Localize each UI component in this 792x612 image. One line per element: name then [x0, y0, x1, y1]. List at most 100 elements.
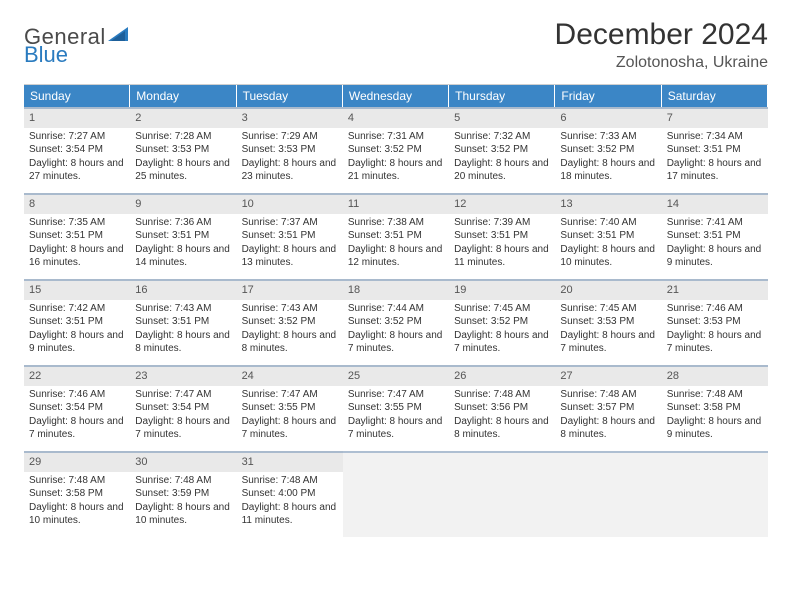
sunset-line: Sunset: 3:51 PM	[667, 143, 763, 157]
calendar-cell	[449, 451, 555, 537]
sunrise-line: Sunrise: 7:41 AM	[667, 216, 763, 230]
sunset-line: Sunset: 3:56 PM	[454, 401, 550, 415]
daylight-line: Daylight: 8 hours and 7 minutes.	[667, 329, 763, 356]
sunrise-line: Sunrise: 7:33 AM	[560, 130, 656, 144]
sunrise-line: Sunrise: 7:32 AM	[454, 130, 550, 144]
daylight-line: Daylight: 8 hours and 12 minutes.	[348, 243, 444, 270]
day-number: 11	[343, 193, 449, 214]
sunrise-line: Sunrise: 7:28 AM	[135, 130, 231, 144]
daylight-line: Daylight: 8 hours and 16 minutes.	[29, 243, 125, 270]
sunset-line: Sunset: 3:51 PM	[560, 229, 656, 243]
daylight-line: Daylight: 8 hours and 9 minutes.	[667, 243, 763, 270]
sunset-line: Sunset: 3:51 PM	[135, 315, 231, 329]
day-number: 6	[555, 107, 661, 128]
day-number: 22	[24, 365, 130, 386]
sunrise-line: Sunrise: 7:39 AM	[454, 216, 550, 230]
sunrise-line: Sunrise: 7:43 AM	[135, 302, 231, 316]
sunrise-line: Sunrise: 7:46 AM	[667, 302, 763, 316]
day-number: 8	[24, 193, 130, 214]
day-info: Sunrise: 7:48 AMSunset: 3:58 PMDaylight:…	[24, 472, 130, 532]
sunset-line: Sunset: 3:51 PM	[242, 229, 338, 243]
sunset-line: Sunset: 3:54 PM	[135, 401, 231, 415]
sunrise-line: Sunrise: 7:47 AM	[348, 388, 444, 402]
sunrise-line: Sunrise: 7:38 AM	[348, 216, 444, 230]
calendar-cell: 23Sunrise: 7:47 AMSunset: 3:54 PMDayligh…	[130, 365, 236, 451]
sunset-line: Sunset: 3:57 PM	[560, 401, 656, 415]
sunrise-line: Sunrise: 7:29 AM	[242, 130, 338, 144]
sunset-line: Sunset: 3:55 PM	[348, 401, 444, 415]
sunrise-line: Sunrise: 7:27 AM	[29, 130, 125, 144]
sunrise-line: Sunrise: 7:48 AM	[667, 388, 763, 402]
calendar-cell: 15Sunrise: 7:42 AMSunset: 3:51 PMDayligh…	[24, 279, 130, 365]
day-info: Sunrise: 7:42 AMSunset: 3:51 PMDaylight:…	[24, 300, 130, 360]
weekday-header: Thursday	[449, 85, 555, 107]
logo-triangle-icon	[108, 27, 128, 43]
day-number: 27	[555, 365, 661, 386]
day-info: Sunrise: 7:44 AMSunset: 3:52 PMDaylight:…	[343, 300, 449, 360]
daylight-line: Daylight: 8 hours and 8 minutes.	[242, 329, 338, 356]
sunset-line: Sunset: 3:51 PM	[454, 229, 550, 243]
sunrise-line: Sunrise: 7:35 AM	[29, 216, 125, 230]
calendar-cell: 31Sunrise: 7:48 AMSunset: 4:00 PMDayligh…	[237, 451, 343, 537]
daylight-line: Daylight: 8 hours and 7 minutes.	[29, 415, 125, 442]
calendar-cell: 4Sunrise: 7:31 AMSunset: 3:52 PMDaylight…	[343, 107, 449, 193]
calendar-cell: 12Sunrise: 7:39 AMSunset: 3:51 PMDayligh…	[449, 193, 555, 279]
day-number: 16	[130, 279, 236, 300]
sunset-line: Sunset: 3:52 PM	[348, 143, 444, 157]
calendar-cell: 16Sunrise: 7:43 AMSunset: 3:51 PMDayligh…	[130, 279, 236, 365]
daylight-line: Daylight: 8 hours and 9 minutes.	[667, 415, 763, 442]
day-number: 28	[662, 365, 768, 386]
daylight-line: Daylight: 8 hours and 14 minutes.	[135, 243, 231, 270]
sunset-line: Sunset: 3:58 PM	[29, 487, 125, 501]
sunset-line: Sunset: 3:53 PM	[560, 315, 656, 329]
page-header: General December 2024 Zolotonosha, Ukrai…	[24, 18, 768, 72]
day-number: 5	[449, 107, 555, 128]
sunrise-line: Sunrise: 7:34 AM	[667, 130, 763, 144]
day-number: 26	[449, 365, 555, 386]
day-info: Sunrise: 7:35 AMSunset: 3:51 PMDaylight:…	[24, 214, 130, 274]
day-number: 15	[24, 279, 130, 300]
calendar-cell: 6Sunrise: 7:33 AMSunset: 3:52 PMDaylight…	[555, 107, 661, 193]
weekday-header: Saturday	[662, 85, 768, 107]
sunset-line: Sunset: 3:52 PM	[454, 143, 550, 157]
sunset-line: Sunset: 4:00 PM	[242, 487, 338, 501]
day-info: Sunrise: 7:34 AMSunset: 3:51 PMDaylight:…	[662, 128, 768, 188]
sunrise-line: Sunrise: 7:43 AM	[242, 302, 338, 316]
sunset-line: Sunset: 3:53 PM	[242, 143, 338, 157]
sunset-line: Sunset: 3:53 PM	[135, 143, 231, 157]
sunrise-line: Sunrise: 7:40 AM	[560, 216, 656, 230]
sunrise-line: Sunrise: 7:36 AM	[135, 216, 231, 230]
daylight-line: Daylight: 8 hours and 10 minutes.	[29, 501, 125, 528]
day-number: 21	[662, 279, 768, 300]
day-info: Sunrise: 7:28 AMSunset: 3:53 PMDaylight:…	[130, 128, 236, 188]
daylight-line: Daylight: 8 hours and 7 minutes.	[135, 415, 231, 442]
sunset-line: Sunset: 3:51 PM	[348, 229, 444, 243]
daylight-line: Daylight: 8 hours and 11 minutes.	[454, 243, 550, 270]
daylight-line: Daylight: 8 hours and 13 minutes.	[242, 243, 338, 270]
day-info: Sunrise: 7:47 AMSunset: 3:54 PMDaylight:…	[130, 386, 236, 446]
calendar-cell	[662, 451, 768, 537]
sunset-line: Sunset: 3:55 PM	[242, 401, 338, 415]
sunset-line: Sunset: 3:53 PM	[667, 315, 763, 329]
calendar-cell: 3Sunrise: 7:29 AMSunset: 3:53 PMDaylight…	[237, 107, 343, 193]
day-info: Sunrise: 7:38 AMSunset: 3:51 PMDaylight:…	[343, 214, 449, 274]
calendar-cell: 28Sunrise: 7:48 AMSunset: 3:58 PMDayligh…	[662, 365, 768, 451]
daylight-line: Daylight: 8 hours and 20 minutes.	[454, 157, 550, 184]
sunset-line: Sunset: 3:52 PM	[348, 315, 444, 329]
daylight-line: Daylight: 8 hours and 7 minutes.	[348, 329, 444, 356]
calendar-grid: SundayMondayTuesdayWednesdayThursdayFrid…	[24, 84, 768, 537]
sunrise-line: Sunrise: 7:48 AM	[454, 388, 550, 402]
sunrise-line: Sunrise: 7:47 AM	[242, 388, 338, 402]
day-number: 17	[237, 279, 343, 300]
calendar-cell: 2Sunrise: 7:28 AMSunset: 3:53 PMDaylight…	[130, 107, 236, 193]
day-number: 7	[662, 107, 768, 128]
sunset-line: Sunset: 3:51 PM	[667, 229, 763, 243]
sunrise-line: Sunrise: 7:48 AM	[242, 474, 338, 488]
sunset-line: Sunset: 3:54 PM	[29, 401, 125, 415]
calendar-cell: 13Sunrise: 7:40 AMSunset: 3:51 PMDayligh…	[555, 193, 661, 279]
sunrise-line: Sunrise: 7:31 AM	[348, 130, 444, 144]
sunrise-line: Sunrise: 7:44 AM	[348, 302, 444, 316]
sunrise-line: Sunrise: 7:37 AM	[242, 216, 338, 230]
day-number: 18	[343, 279, 449, 300]
day-number: 29	[24, 451, 130, 472]
